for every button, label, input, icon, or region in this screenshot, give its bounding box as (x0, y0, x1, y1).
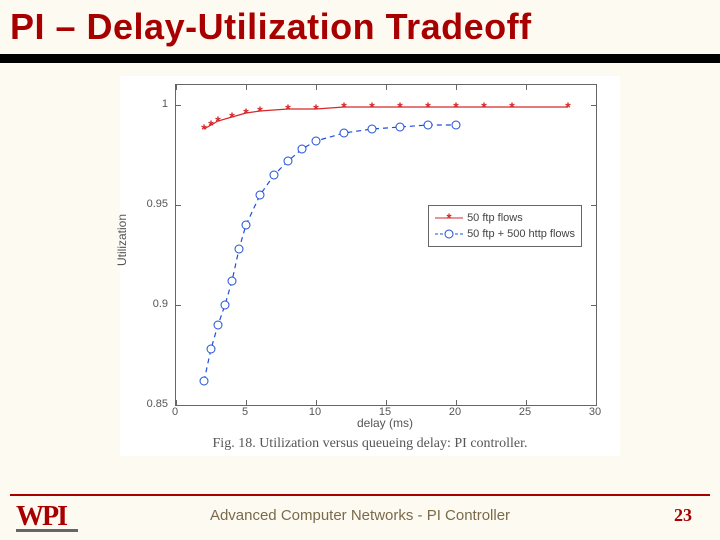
title-rule (0, 54, 720, 63)
legend-label: 50 ftp + 500 http flows (467, 226, 575, 242)
series-marker-ftp: * (481, 100, 486, 114)
xtick-label: 0 (172, 406, 178, 418)
ytick-label: 0.95 (147, 198, 172, 210)
xtick-label: 5 (242, 406, 248, 418)
series-marker-mix (270, 171, 279, 180)
series-marker-mix (214, 321, 223, 330)
series-marker-ftp: * (313, 102, 318, 116)
chart-caption: Fig. 18. Utilization versus queueing del… (120, 436, 620, 452)
xtick-label: 25 (519, 406, 531, 418)
series-marker-ftp: * (243, 106, 248, 120)
xtick-label: 20 (449, 406, 461, 418)
ytick-label: 1 (162, 98, 172, 110)
series-marker-ftp: * (201, 122, 206, 136)
series-marker-mix (207, 345, 216, 354)
series-line-mix (204, 125, 456, 381)
series-marker-ftp: * (341, 100, 346, 114)
series-marker-mix (235, 245, 244, 254)
legend-label: 50 ftp flows (467, 210, 523, 226)
series-marker-ftp: * (229, 110, 234, 124)
xtick-label: 15 (379, 406, 391, 418)
series-marker-mix (256, 191, 265, 200)
series-marker-ftp: * (285, 102, 290, 116)
slide-title: PI – Delay-Utilization Tradeoff (10, 6, 710, 48)
xtick-label: 30 (589, 406, 601, 418)
series-marker-ftp: * (453, 100, 458, 114)
chart-legend: *50 ftp flows50 ftp + 500 http flows (428, 205, 582, 247)
footer-text: Advanced Computer Networks - PI Controll… (0, 507, 720, 524)
series-marker-mix (368, 125, 377, 134)
ytick-label: 0.9 (153, 298, 172, 310)
legend-item: 50 ftp + 500 http flows (435, 226, 575, 242)
wpi-logo: WPI (16, 503, 78, 532)
series-marker-ftp: * (208, 118, 213, 132)
series-marker-ftp: * (397, 100, 402, 114)
chart-ylabel: Utilization (115, 214, 129, 266)
slide-root: PI – Delay-Utilization Tradeoff Utilizat… (0, 0, 720, 540)
wpi-logo-text: WPI (16, 501, 66, 532)
series-marker-mix (242, 221, 251, 230)
page-number: 23 (674, 505, 692, 526)
series-marker-mix (221, 301, 230, 310)
series-marker-mix (298, 145, 307, 154)
series-marker-mix (284, 157, 293, 166)
series-marker-mix (452, 121, 461, 130)
footer-rule (10, 494, 710, 496)
series-marker-ftp: * (215, 114, 220, 128)
series-marker-ftp: * (425, 100, 430, 114)
series-marker-ftp: * (509, 100, 514, 114)
series-marker-mix (312, 137, 321, 146)
series-marker-ftp: * (369, 100, 374, 114)
series-marker-mix (200, 377, 209, 386)
ytick-label: 0.85 (147, 398, 172, 410)
series-marker-ftp: * (257, 104, 262, 118)
series-marker-mix (396, 123, 405, 132)
series-marker-mix (340, 129, 349, 138)
series-marker-mix (228, 277, 237, 286)
series-marker-ftp: * (565, 100, 570, 114)
series-marker-mix (424, 121, 433, 130)
chart-plot-area: *****************50 ftp flows50 ftp + 50… (175, 84, 597, 406)
xtick-label: 10 (309, 406, 321, 418)
legend-item: *50 ftp flows (435, 210, 575, 226)
chart-xlabel: delay (ms) (175, 416, 595, 430)
chart-container: Utilization *****************50 ftp flow… (120, 76, 620, 456)
